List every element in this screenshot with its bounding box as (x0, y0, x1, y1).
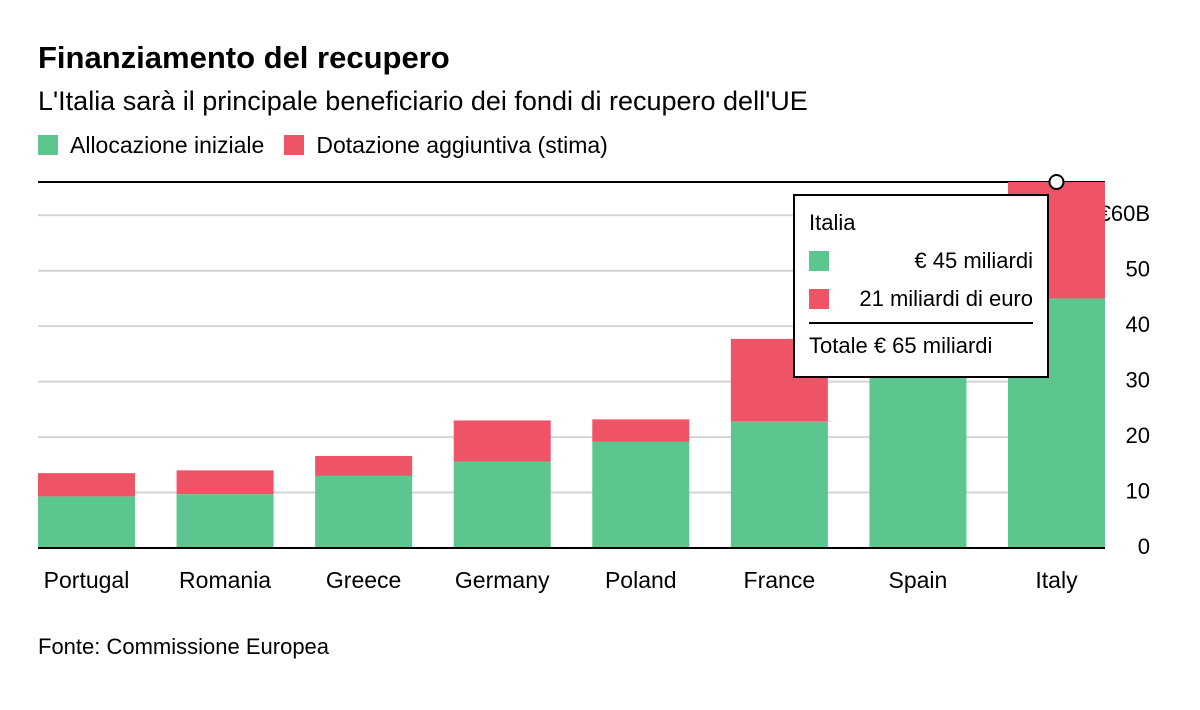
tooltip-total: Totale € 65 miliardi (809, 333, 993, 358)
y-tick-label: 20 (1126, 423, 1150, 448)
legend-item-additional: Dotazione aggiuntiva (stima) (284, 131, 608, 159)
legend: Allocazione iniziale Dotazione aggiuntiv… (38, 128, 628, 162)
y-tick-label: 50 (1126, 257, 1150, 282)
legend-label-initial: Allocazione iniziale (70, 131, 265, 158)
legend-item-initial: Allocazione iniziale (38, 132, 264, 159)
tooltip-title: Italia (809, 210, 856, 235)
x-tick-label: Italy (1035, 567, 1078, 593)
bar-initial (592, 441, 690, 548)
y-tick-label: 10 (1126, 478, 1150, 503)
tooltip-value-initial: € 45 miliardi (914, 248, 1033, 273)
tooltip-italy: Italia € 45 miliardi 21 miliardi di euro… (793, 194, 1049, 378)
x-tick-label: Spain (889, 567, 948, 593)
bar-additional (176, 470, 274, 495)
legend-swatch-additional (284, 135, 305, 155)
tooltip-divider (809, 322, 1033, 324)
tooltip-row-additional: 21 miliardi di euro (809, 282, 1033, 316)
tooltip-swatch-initial (809, 251, 829, 271)
y-tick-label: 0 (1138, 534, 1150, 559)
tooltip-swatch-additional (809, 289, 829, 309)
hover-marker (1048, 174, 1065, 190)
bar-initial (38, 496, 135, 548)
bar-additional (453, 420, 551, 462)
y-tick-label: 40 (1126, 312, 1150, 337)
x-tick-label: Poland (605, 567, 677, 593)
chart-title: Finanziamento del recupero (38, 40, 450, 75)
bar-initial (730, 421, 828, 548)
y-tick-label: 30 (1126, 367, 1150, 392)
tooltip-value-additional: 21 miliardi di euro (859, 286, 1033, 311)
x-tick-label: Portugal (44, 567, 130, 593)
x-tick-label: France (744, 567, 816, 593)
bar-additional (592, 419, 690, 442)
bar-additional (38, 473, 135, 497)
legend-swatch-initial (38, 135, 58, 155)
x-tick-label: Greece (326, 567, 401, 593)
bar-additional (315, 455, 413, 476)
chart-subtitle: L'Italia sarà il principale beneficiario… (38, 86, 808, 116)
legend-label-additional: Dotazione aggiuntiva (stima) (316, 131, 608, 158)
bar-initial (453, 461, 551, 548)
x-tick-label: Germany (455, 567, 550, 593)
bar-initial (176, 494, 274, 548)
source-note: Fonte: Commissione Europea (38, 634, 330, 659)
tooltip-row-initial: € 45 miliardi (809, 244, 1033, 278)
x-tick-label: Romania (179, 567, 271, 593)
bar-initial (315, 475, 413, 548)
y-tick-label: €60B (1099, 201, 1150, 226)
